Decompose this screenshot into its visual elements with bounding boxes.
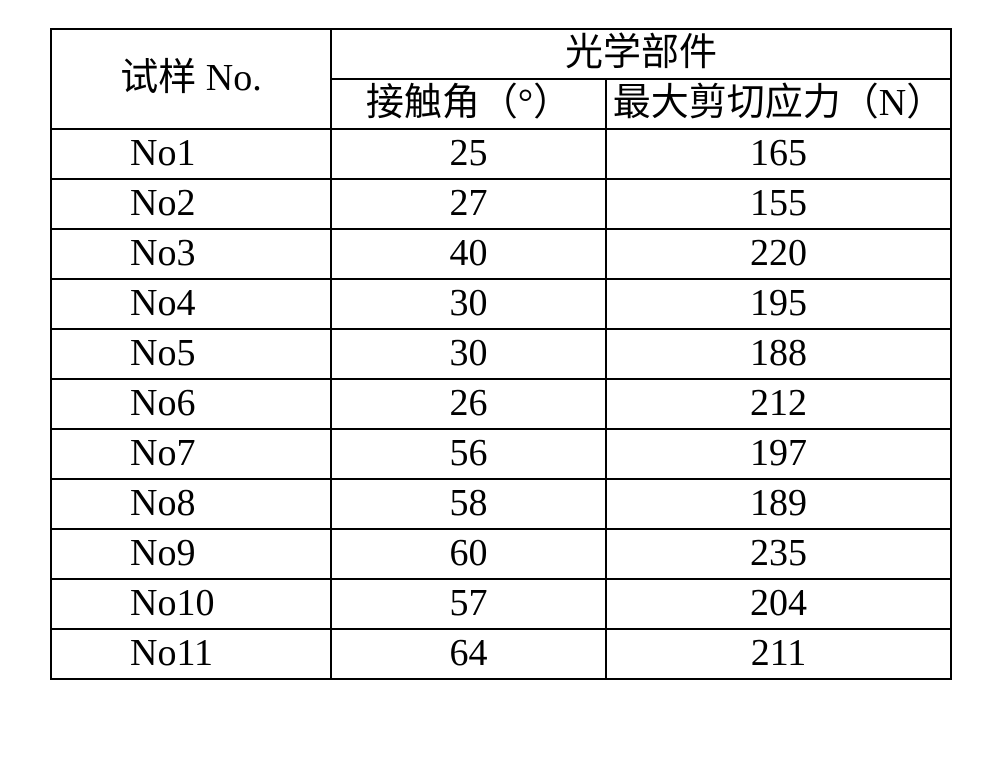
cell-contact-angle: 40 bbox=[331, 229, 606, 279]
table-row: No5 30 188 bbox=[51, 329, 951, 379]
cell-sample: No2 bbox=[51, 179, 331, 229]
table-row: No10 57 204 bbox=[51, 579, 951, 629]
cell-sample: No11 bbox=[51, 629, 331, 679]
header-contact-angle: 接触角（°） bbox=[331, 79, 606, 129]
cell-contact-angle: 58 bbox=[331, 479, 606, 529]
header-optical-component-group: 光学部件 bbox=[331, 29, 951, 79]
header-max-shear: 最大剪切应力（N） bbox=[606, 79, 951, 129]
cell-contact-angle: 56 bbox=[331, 429, 606, 479]
optical-component-table: 试样 No. 光学部件 接触角（°） 最大剪切应力（N） No1 25 165 … bbox=[50, 28, 952, 680]
cell-sample: No5 bbox=[51, 329, 331, 379]
cell-sample: No1 bbox=[51, 129, 331, 179]
table-row: No2 27 155 bbox=[51, 179, 951, 229]
cell-max-shear: 204 bbox=[606, 579, 951, 629]
cell-max-shear: 155 bbox=[606, 179, 951, 229]
table-row: No3 40 220 bbox=[51, 229, 951, 279]
cell-contact-angle: 60 bbox=[331, 529, 606, 579]
cell-sample: No9 bbox=[51, 529, 331, 579]
cell-max-shear: 197 bbox=[606, 429, 951, 479]
table-row: No4 30 195 bbox=[51, 279, 951, 329]
page: 试样 No. 光学部件 接触角（°） 最大剪切应力（N） No1 25 165 … bbox=[0, 0, 1000, 767]
table-row: No6 26 212 bbox=[51, 379, 951, 429]
cell-sample: No7 bbox=[51, 429, 331, 479]
cell-contact-angle: 64 bbox=[331, 629, 606, 679]
cell-contact-angle: 26 bbox=[331, 379, 606, 429]
cell-contact-angle: 30 bbox=[331, 329, 606, 379]
cell-sample: No10 bbox=[51, 579, 331, 629]
table-row: No8 58 189 bbox=[51, 479, 951, 529]
table-row: No1 25 165 bbox=[51, 129, 951, 179]
cell-max-shear: 211 bbox=[606, 629, 951, 679]
cell-max-shear: 165 bbox=[606, 129, 951, 179]
cell-contact-angle: 27 bbox=[331, 179, 606, 229]
cell-max-shear: 235 bbox=[606, 529, 951, 579]
cell-sample: No8 bbox=[51, 479, 331, 529]
table-row: No9 60 235 bbox=[51, 529, 951, 579]
cell-sample: No6 bbox=[51, 379, 331, 429]
cell-max-shear: 212 bbox=[606, 379, 951, 429]
cell-max-shear: 195 bbox=[606, 279, 951, 329]
cell-contact-angle: 25 bbox=[331, 129, 606, 179]
header-sample-no: 试样 No. bbox=[51, 29, 331, 129]
table-row: No11 64 211 bbox=[51, 629, 951, 679]
cell-max-shear: 188 bbox=[606, 329, 951, 379]
table-row: No7 56 197 bbox=[51, 429, 951, 479]
cell-contact-angle: 30 bbox=[331, 279, 606, 329]
table-header-row-1: 试样 No. 光学部件 bbox=[51, 29, 951, 79]
cell-sample: No3 bbox=[51, 229, 331, 279]
cell-max-shear: 220 bbox=[606, 229, 951, 279]
cell-sample: No4 bbox=[51, 279, 331, 329]
cell-max-shear: 189 bbox=[606, 479, 951, 529]
cell-contact-angle: 57 bbox=[331, 579, 606, 629]
